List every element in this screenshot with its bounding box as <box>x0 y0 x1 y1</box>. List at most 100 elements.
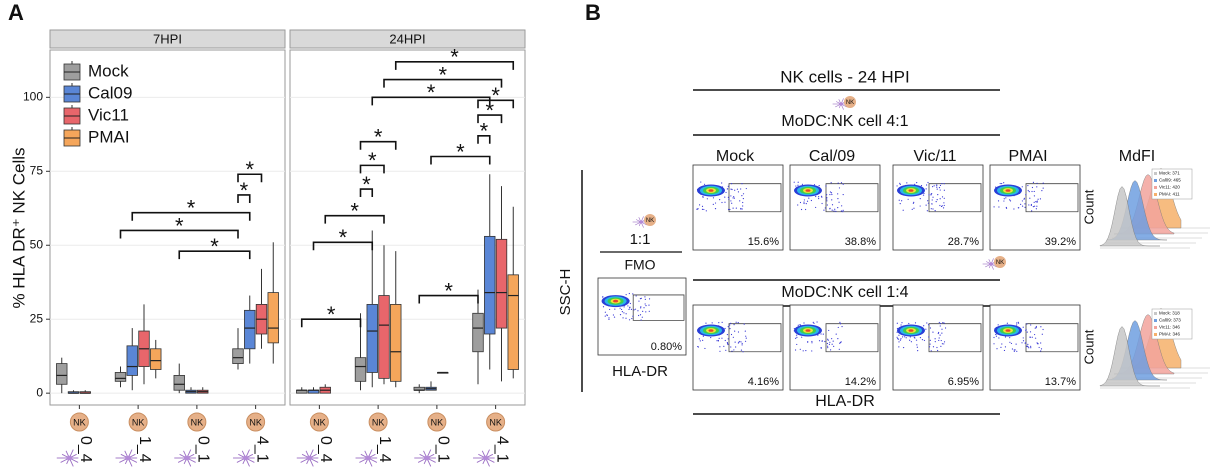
flow-event <box>927 181 929 184</box>
flow-event <box>726 188 729 190</box>
flow-event <box>899 183 901 185</box>
mdfi-legend-key <box>1154 186 1157 189</box>
y-tick-label: 0 <box>36 385 43 399</box>
flow-event <box>729 208 731 211</box>
flow-event <box>825 185 827 187</box>
flow-event <box>704 347 706 350</box>
count-label: Count <box>1081 189 1096 224</box>
flow-event <box>928 194 930 196</box>
flow-event <box>799 324 801 326</box>
flow-event <box>927 202 930 204</box>
flow-event <box>1021 186 1023 188</box>
flow-event <box>629 307 631 309</box>
box <box>150 348 162 370</box>
flow-event <box>737 342 739 344</box>
flow-event <box>635 295 637 297</box>
flow-event <box>1029 197 1031 199</box>
flow-density <box>805 329 811 332</box>
flow-gate <box>728 323 782 353</box>
box <box>472 312 484 353</box>
flow-event <box>1013 349 1015 351</box>
flow-event <box>724 196 726 198</box>
legend-label: Vic11 <box>88 105 129 124</box>
flow-event <box>730 322 732 324</box>
flow-event <box>740 208 742 210</box>
flow-event <box>928 346 931 348</box>
significance-star: * <box>327 302 336 327</box>
flow-event <box>1026 323 1028 325</box>
flow-percent: 6.95% <box>948 376 979 388</box>
flow-event <box>995 186 997 188</box>
flow-event <box>827 339 829 341</box>
flow-event <box>1030 203 1032 206</box>
flow-event <box>820 333 822 335</box>
flow-event <box>905 337 907 339</box>
flow-event <box>631 317 633 320</box>
significance-star: * <box>427 80 436 105</box>
flow-event <box>1040 326 1042 328</box>
flow-event <box>1029 336 1031 338</box>
flow-event <box>719 350 721 352</box>
flow-event <box>799 348 801 350</box>
flow-event <box>899 339 902 341</box>
flow-event <box>730 183 733 185</box>
flow-event <box>936 346 938 349</box>
flow-event <box>841 325 843 328</box>
significance-star: * <box>444 278 453 303</box>
mdfi-legend-label: Vic11: 420 <box>1159 185 1180 190</box>
flow-event <box>913 201 915 203</box>
flow-event <box>1003 198 1005 200</box>
flow-event <box>740 341 742 343</box>
flow-event <box>698 204 701 206</box>
flow-event <box>733 324 735 326</box>
flow-event <box>796 336 798 338</box>
cell-body <box>306 455 313 461</box>
flow-event <box>630 308 633 310</box>
flow-event <box>724 327 726 330</box>
flow-event <box>898 346 900 348</box>
flow-event <box>727 342 729 345</box>
y-axis-label: SSC-H <box>557 269 574 316</box>
flow-event <box>939 189 941 191</box>
flow-event <box>799 201 802 204</box>
flow-event <box>721 321 723 323</box>
mdfi-legend-key <box>1154 333 1157 336</box>
flow-event <box>742 197 744 200</box>
y-tick-label: 25 <box>30 311 44 325</box>
flow-event <box>838 348 840 350</box>
significance-star: * <box>350 198 359 223</box>
flow-event <box>818 340 821 342</box>
flow-event <box>995 333 997 336</box>
flow-event <box>938 321 940 324</box>
flow-event <box>837 198 839 200</box>
flow-event <box>734 330 736 332</box>
mdfi-legend-label: PMAI: 411 <box>1159 192 1180 197</box>
flow-event <box>1042 182 1044 184</box>
nk-icon <box>309 412 329 432</box>
dendritic-cell-icon <box>473 449 495 467</box>
column-header: Vic/11 <box>914 148 957 165</box>
column-header: MdFI <box>1119 148 1155 165</box>
flow-event <box>820 347 822 349</box>
flow-event <box>998 206 1000 208</box>
flow-event <box>742 205 744 207</box>
nk-icon-label: NK <box>313 417 326 427</box>
flow-event <box>826 198 828 200</box>
box <box>354 357 367 382</box>
flow-event <box>1035 208 1037 210</box>
nk-icon <box>128 412 148 432</box>
flow-event <box>1030 345 1032 347</box>
box <box>378 295 390 379</box>
significance-star: * <box>450 45 459 70</box>
flow-event <box>901 322 903 324</box>
flow-event <box>902 346 905 349</box>
flow-event <box>608 317 610 319</box>
flow-event <box>743 323 745 325</box>
flow-percent: 39.2% <box>1045 236 1076 248</box>
cell-body <box>66 455 73 461</box>
flow-event <box>625 317 627 319</box>
flow-event <box>816 321 818 323</box>
flow-event <box>739 340 741 343</box>
fmo-x-axis-label: HLA-DR <box>612 363 668 380</box>
